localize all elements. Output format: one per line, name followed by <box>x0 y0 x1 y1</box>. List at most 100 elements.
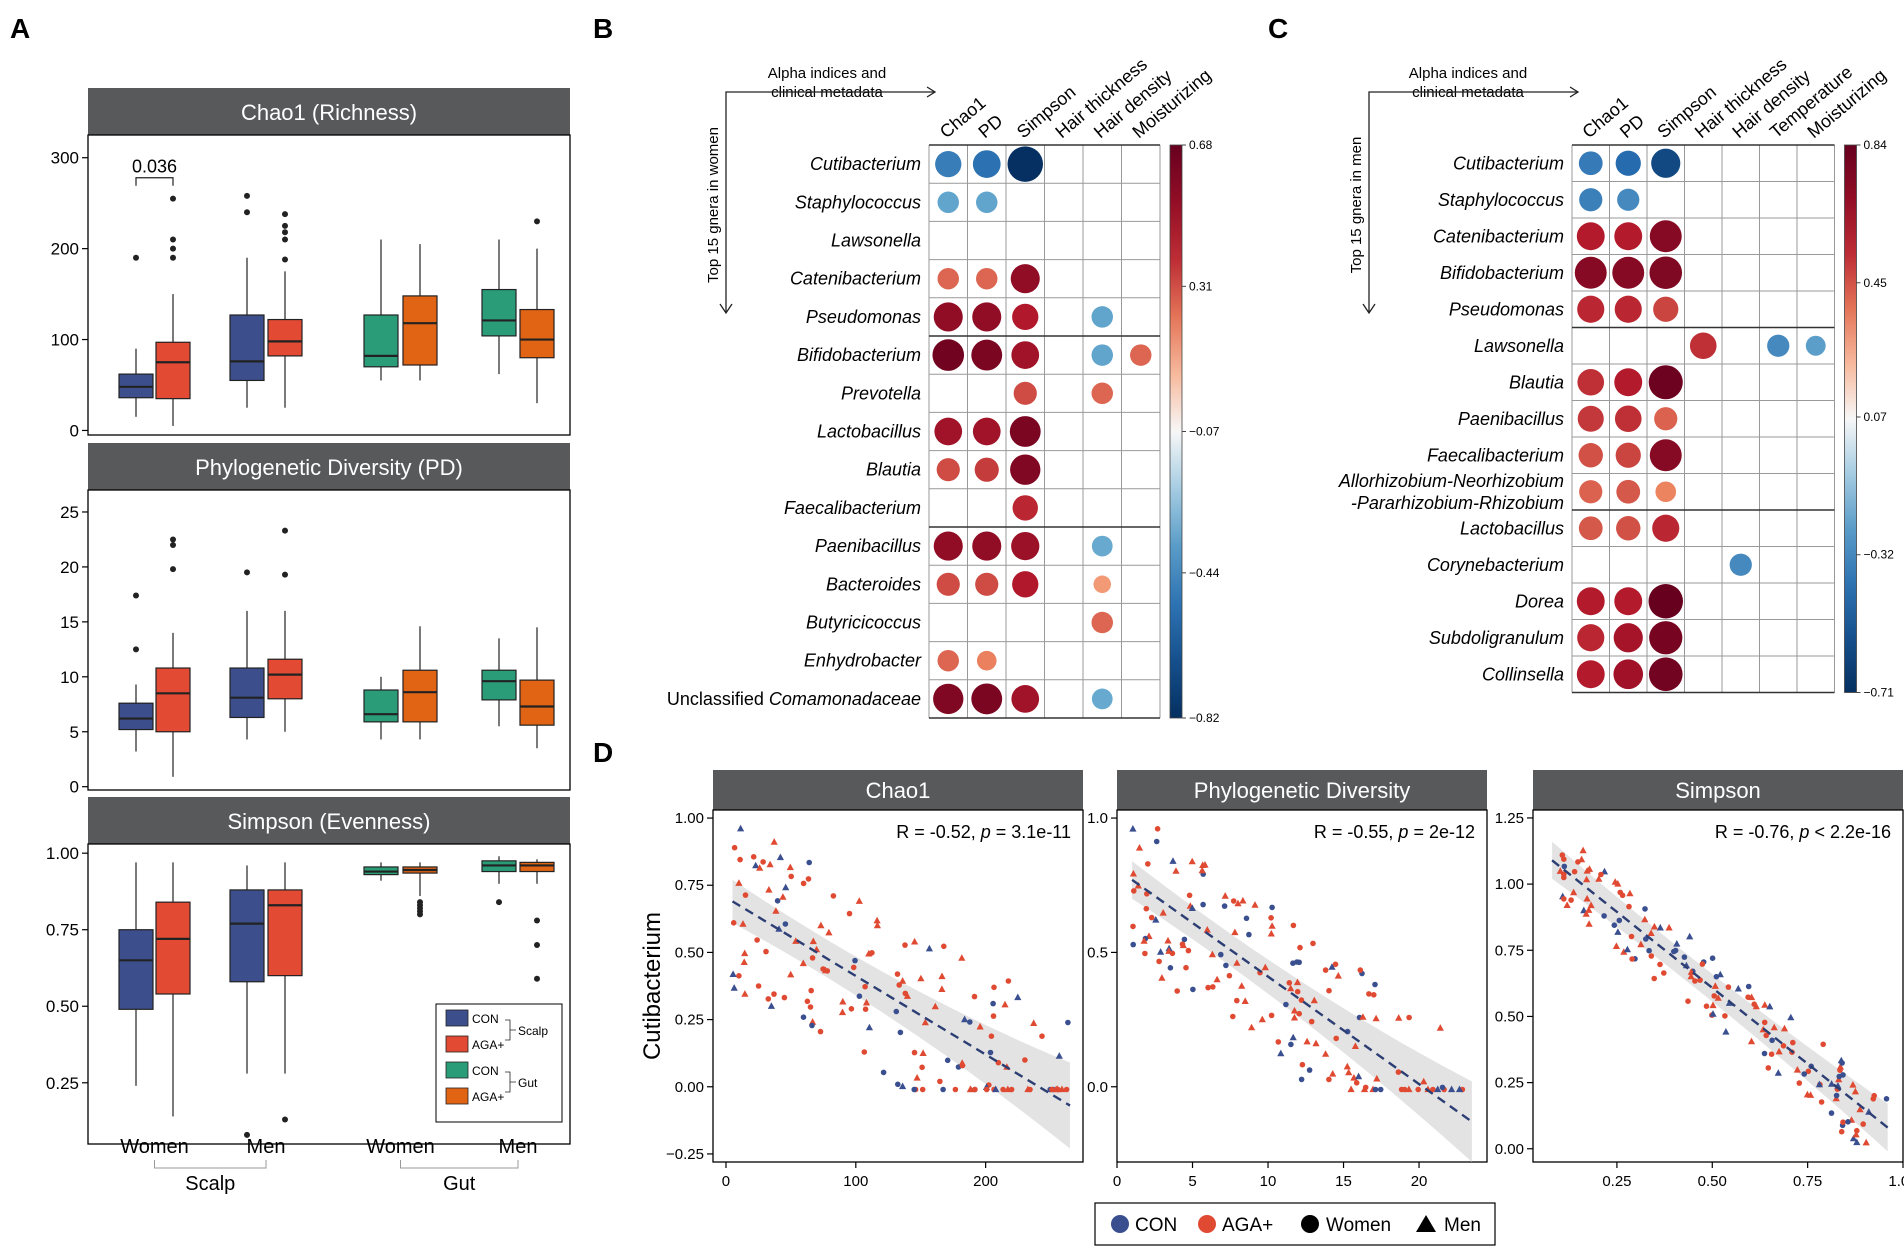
data-point-women <box>1646 947 1652 954</box>
data-point-women <box>1571 868 1578 875</box>
x-group-bracket <box>400 1160 519 1169</box>
data-point-men <box>1233 959 1241 966</box>
data-point-men <box>938 972 946 980</box>
row-label: Staphylococcus <box>795 192 921 212</box>
row-axis-arrow <box>1362 122 1376 315</box>
correlation-circle <box>933 302 963 332</box>
colorbar-tick-label: −0.82 <box>1189 711 1220 725</box>
row-label: Catenibacterium <box>1433 226 1564 246</box>
data-point-women <box>1763 1032 1769 1039</box>
legend-label: CON <box>472 1012 499 1026</box>
box <box>267 211 303 408</box>
row-label: Faecalibacterium <box>1427 445 1564 465</box>
box-iqr <box>118 929 154 1010</box>
data-point-women <box>1362 1084 1369 1091</box>
outlier-point <box>170 541 176 548</box>
box <box>363 676 399 740</box>
data-point-women <box>1039 1033 1045 1039</box>
correlation-circle <box>1649 439 1682 472</box>
data-point-men <box>1334 972 1342 979</box>
correlation-circle <box>937 267 959 290</box>
data-point-men <box>1213 975 1221 983</box>
data-point-women <box>1371 992 1377 998</box>
data-point-men <box>766 860 774 868</box>
data-point-women <box>1648 953 1655 959</box>
data-point-men <box>1135 844 1144 851</box>
data-point-men <box>741 990 749 997</box>
data-point-men <box>1780 1024 1789 1032</box>
box-iqr <box>155 901 191 995</box>
row-label-genus: Pseudomonas <box>806 307 921 327</box>
data-point-women <box>902 990 909 997</box>
data-point-women <box>944 1057 951 1064</box>
data-point-men <box>1787 1013 1795 1021</box>
legend-brace <box>505 1071 516 1093</box>
legend-swatch <box>445 1009 469 1027</box>
y-tick-label: 1.00 <box>1495 876 1524 893</box>
data-point-men <box>966 1085 974 1093</box>
data-point-women <box>1685 998 1691 1004</box>
data-point-men <box>1289 1033 1297 1041</box>
correlation-circle <box>976 191 998 214</box>
data-point-women <box>1167 965 1174 971</box>
outlier-point <box>244 192 250 199</box>
data-point-women <box>1130 923 1136 930</box>
correlation-circle <box>1091 688 1113 710</box>
data-point-women <box>1142 950 1148 957</box>
data-point-men <box>792 937 800 944</box>
data-point-men <box>1687 972 1695 980</box>
data-point-women <box>1745 983 1752 990</box>
data-point-women <box>1298 1076 1305 1083</box>
data-point-men <box>1585 906 1593 913</box>
row-label: -Pararhizobium-Rhizobium <box>1351 493 1564 513</box>
data-point-women <box>1181 936 1188 943</box>
row-label-genus: Blautia <box>1509 372 1564 392</box>
data-point-men <box>1612 942 1620 949</box>
data-point-women <box>983 1086 990 1093</box>
data-point-women <box>869 950 875 956</box>
data-point-women <box>830 893 837 899</box>
box-iqr <box>363 314 399 368</box>
outlier-point <box>282 1116 288 1123</box>
y-tick-label: −0.25 <box>666 1146 704 1163</box>
facet-strip <box>1533 770 1903 810</box>
row-label-genus: Paenibacillus <box>815 536 921 556</box>
correlation-circle <box>972 417 1001 446</box>
data-point-women <box>1366 991 1372 997</box>
outlier-point <box>534 942 540 949</box>
data-point-women <box>1326 1076 1332 1083</box>
data-point-men <box>1620 948 1628 955</box>
correlation-circle <box>1579 188 1603 212</box>
data-point-men <box>1199 861 1207 868</box>
y-tick-label: 100 <box>51 331 79 350</box>
facet-title: Phylogenetic Diversity <box>1194 778 1410 803</box>
facet-strip <box>88 443 570 490</box>
data-point-women <box>861 1049 868 1055</box>
colorbar-tick-label: 0.07 <box>1864 410 1888 424</box>
y-tick-label: 0.75 <box>46 921 79 940</box>
data-point-women <box>1210 984 1216 990</box>
data-point-women <box>1145 861 1151 867</box>
data-point-men <box>1395 1014 1403 1021</box>
x-tick-label: 15 <box>1335 1173 1352 1190</box>
data-point-men <box>1714 994 1722 1001</box>
box-facet: Chao1 (Richness) 0 100 200 300 0.036 <box>51 88 571 440</box>
outlier-point <box>133 646 139 653</box>
data-point-men <box>1287 984 1295 992</box>
data-point-women <box>1154 826 1161 832</box>
data-point-men <box>1328 963 1336 970</box>
data-point-men <box>741 949 749 957</box>
data-point-men <box>1277 1049 1285 1057</box>
data-point-women <box>895 1081 901 1088</box>
confidence-band <box>1552 841 1888 1152</box>
data-point-men <box>1221 892 1229 899</box>
data-point-women <box>1005 978 1012 984</box>
data-point-women <box>852 957 858 964</box>
box <box>267 527 303 732</box>
data-point-women <box>1780 1043 1787 1049</box>
data-point-men <box>1165 947 1173 954</box>
box-facet: Simpson (Evenness) 0.25 0.50 0.75 1.00 <box>46 797 571 1145</box>
data-point-women <box>1332 961 1339 968</box>
legend-label: CON <box>472 1064 499 1078</box>
correlation-circle <box>1614 368 1643 397</box>
